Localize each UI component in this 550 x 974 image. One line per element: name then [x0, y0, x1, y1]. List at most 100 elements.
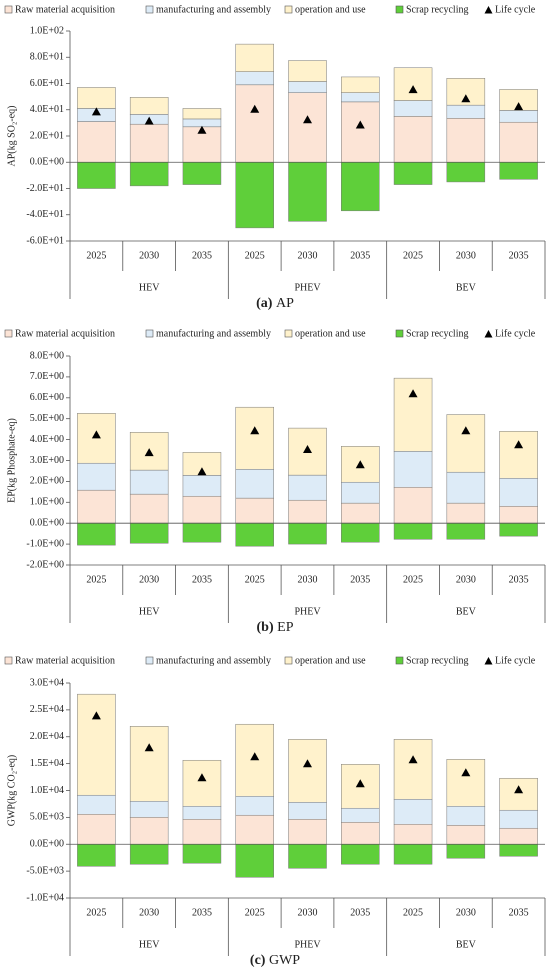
bar-segment	[499, 506, 538, 524]
bar-segment	[499, 110, 538, 123]
x-tick-label: 2035	[192, 907, 212, 918]
bar-segment	[499, 809, 538, 829]
legend-swatch	[284, 5, 293, 14]
legend-label: Life cycle	[495, 328, 536, 339]
caption-text: AP	[276, 296, 294, 311]
x-tick-label: 2025	[245, 574, 265, 585]
y-axis-label: GWP(kg CO₂-eq)	[6, 755, 17, 827]
bar-segment	[393, 487, 433, 524]
bar-segment	[77, 462, 116, 491]
legend-swatch	[145, 329, 154, 338]
y-tick-label: 8.0E+01	[30, 52, 64, 63]
life-cycle-marker	[514, 102, 524, 111]
bar-segment	[288, 81, 327, 93]
life-cycle-marker	[197, 125, 207, 134]
bar-segment	[288, 802, 327, 820]
legend-label: operation and use	[295, 328, 366, 339]
bar-segment	[393, 799, 433, 825]
bar-segment	[341, 844, 380, 865]
legend-marker	[484, 6, 493, 14]
life-cycle-marker	[197, 467, 207, 476]
y-tick-label: 2.0E+00	[30, 476, 64, 487]
bar-segment	[393, 451, 433, 488]
legend-swatch	[284, 329, 293, 338]
bar-segment	[393, 116, 433, 163]
bar-segment	[235, 814, 274, 845]
x-tick-label: 2030	[456, 574, 476, 585]
legend-label: operation and use	[295, 655, 366, 666]
y-tick-label: 2.0E+01	[30, 130, 64, 141]
x-tick-label: 2025	[86, 907, 106, 918]
bar-segment	[446, 414, 486, 473]
life-cycle-marker	[408, 755, 418, 764]
life-cycle-marker	[461, 94, 471, 103]
life-cycle-marker	[514, 440, 524, 449]
x-tick-label: 2025	[403, 250, 423, 261]
bar-segment	[182, 475, 222, 497]
life-cycle-marker	[303, 759, 312, 768]
bar-segment	[341, 481, 380, 504]
y-tick-label: 0.0E+00	[30, 157, 64, 168]
x-tick-label: 2030	[456, 250, 476, 261]
y-tick-label: -5.0E+03	[26, 865, 64, 876]
y-tick-label: 7.0E+00	[30, 371, 64, 382]
y-tick-label: 1.0E+00	[30, 497, 64, 508]
x-tick-label: 2025	[86, 574, 106, 585]
bar-segment	[182, 522, 222, 543]
x-tick-label: 2035	[509, 574, 529, 585]
bar-segment	[288, 844, 327, 869]
x-tick-label: 2025	[403, 574, 423, 585]
life-cycle-marker	[91, 711, 101, 720]
life-cycle-marker	[91, 430, 101, 439]
bar-segment	[235, 796, 274, 816]
life-cycle-marker	[408, 85, 418, 94]
group-label: PHEV	[294, 939, 321, 950]
y-tick-label: 3.0E+04	[30, 677, 64, 688]
group-label: BEV	[456, 939, 477, 950]
bar-segment	[499, 827, 538, 845]
bar-segment	[288, 522, 327, 545]
x-tick-label: 2035	[192, 574, 212, 585]
bar-segment	[129, 844, 169, 865]
legend-swatch	[4, 5, 13, 14]
x-tick-label: 2030	[139, 574, 159, 585]
caption-letter: (a)	[256, 296, 273, 311]
bar-segment	[393, 67, 433, 101]
y-axis-label: AP(kg SO₂-eq)	[6, 106, 17, 167]
bar-segment	[182, 452, 222, 476]
x-tick-label: 2035	[192, 250, 212, 261]
bar-segment	[182, 108, 222, 120]
y-tick-label: 1.0E+02	[30, 25, 64, 36]
bar-segment	[499, 121, 538, 163]
bar-segment	[129, 97, 169, 115]
bar-segment	[393, 377, 433, 452]
group-label: HEV	[139, 939, 160, 950]
bar-segment	[235, 844, 274, 878]
bar-segment	[77, 87, 116, 109]
bar-segment	[77, 844, 116, 867]
legend-label: Life cycle	[495, 655, 536, 666]
y-tick-label: -1.0E+00	[26, 538, 64, 549]
bar-segment	[499, 430, 538, 479]
caption: (b) EP	[257, 620, 294, 635]
caption-text: GWP	[269, 953, 300, 968]
bar-segment	[182, 495, 222, 524]
caption: (c) GWP	[250, 953, 300, 968]
group-label: PHEV	[294, 282, 321, 293]
bar-segment	[129, 801, 169, 818]
bar-segment	[393, 739, 433, 800]
x-tick-label: 2030	[456, 907, 476, 918]
bar-segment	[129, 493, 169, 524]
legend-label: Raw material acquisition	[15, 655, 115, 666]
bar-segment	[129, 123, 169, 163]
bar-segment	[235, 469, 274, 499]
bar-segment	[341, 76, 380, 93]
life-cycle-marker	[408, 389, 418, 398]
y-tick-label: -2.0E+01	[26, 183, 64, 194]
caption: (a) AP	[256, 296, 294, 311]
y-tick-label: -6.0E+01	[26, 235, 64, 246]
bar-segment	[288, 162, 327, 222]
bar-segment	[129, 726, 169, 802]
bar-segment	[182, 759, 222, 807]
